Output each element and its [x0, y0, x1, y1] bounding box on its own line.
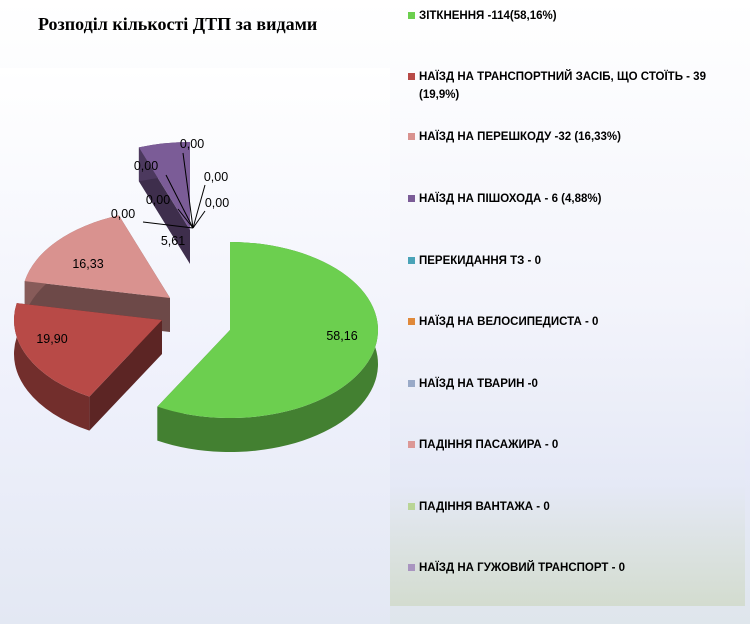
legend-label: НАЇЗД НА ТВАРИН -0: [419, 378, 538, 390]
leader-line-6: [192, 184, 206, 229]
pie-slice-1: [13, 303, 163, 431]
data-label-0: 58,16: [326, 329, 357, 343]
legend-item-0: ЗІТКНЕННЯ -114(58,16%): [408, 7, 743, 25]
legend-swatch: [408, 12, 415, 19]
legend-swatch: [408, 564, 415, 571]
legend-item-9: НАЇЗД НА ГУЖОВИЙ ТРАНСПОРТ - 0: [408, 559, 743, 577]
leader-line-9: [142, 221, 194, 229]
pie-slice-3: [138, 142, 190, 264]
legend-label: ПЕРЕКИДАННЯ ТЗ - 0: [419, 255, 541, 267]
pie-slice-0: [157, 242, 379, 453]
legend-item-8: ПАДІННЯ ВАНТАЖА - 0: [408, 498, 743, 516]
legend-label: НАЇЗД НА ПІШОХОДА - 6 (4,88%): [419, 193, 602, 205]
data-label-3: 5,61: [161, 234, 185, 248]
legend-label: ПАДІННЯ ПАСАЖИРА - 0: [419, 439, 559, 451]
leader-line-4: [182, 152, 194, 229]
legend-swatch: [408, 73, 415, 80]
legend-swatch: [408, 380, 415, 387]
chart-title: Розподіл кількості ДТП за видами: [38, 14, 318, 34]
data-label-5: 0,00: [134, 159, 158, 173]
legend-item-3: НАЇЗД НА ПІШОХОДА - 6 (4,88%): [408, 190, 743, 208]
legend-item-1: НАЇЗД НА ТРАНСПОРТНИЙ ЗАСІБ, ЩО СТОЇТЬ -…: [408, 68, 743, 104]
legend-item-6: НАЇЗД НА ТВАРИН -0: [408, 375, 743, 393]
legend-swatch: [408, 257, 415, 264]
data-label-6: 0,00: [204, 170, 228, 184]
legend-item-2: НАЇЗД НА ПЕРЕШКОДУ -32 (16,33%): [408, 128, 743, 146]
legend-item-7: ПАДІННЯ ПАСАЖИРА - 0: [408, 436, 743, 454]
leader-line-8: [192, 210, 206, 229]
legend-label: НАЇЗД НА ТРАНСПОРТНИЙ ЗАСІБ, ЩО СТОЇТЬ -…: [419, 71, 706, 101]
data-label-2: 16,33: [72, 257, 103, 271]
legend-label: ЗІТКНЕННЯ -114(58,16%): [419, 10, 557, 22]
legend-label: ПАДІННЯ ВАНТАЖА - 0: [419, 501, 550, 513]
data-label-1: 19,90: [36, 332, 67, 346]
legend-label: НАЇЗД НА ПЕРЕШКОДУ -32 (16,33%): [419, 131, 621, 143]
data-label-4: 0,00: [180, 137, 204, 151]
legend-swatch: [408, 503, 415, 510]
legend-swatch: [408, 318, 415, 325]
data-label-9: 0,00: [111, 207, 135, 221]
legend-swatch: [408, 195, 415, 202]
legend-area: [390, 0, 745, 606]
legend-swatch: [408, 441, 415, 448]
leader-line-5: [165, 174, 194, 229]
legend-item-5: НАЇЗД НА ВЕЛОСИПЕДИСТА - 0: [408, 313, 743, 331]
data-label-8: 0,00: [205, 196, 229, 210]
pie-chart: 5,61 16,33 19,90 58,16 0,00 0,00 0,00 0,00 0,00 0…: [13, 137, 379, 453]
leader-line-7: [177, 208, 194, 229]
legend-swatch: [408, 133, 415, 140]
legend-label: НАЇЗД НА ГУЖОВИЙ ТРАНСПОРТ - 0: [419, 562, 626, 574]
pie-slice-2: [24, 215, 171, 332]
legend-label: НАЇЗД НА ВЕЛОСИПЕДИСТА - 0: [419, 316, 599, 328]
data-label-7: 0,00: [146, 193, 170, 207]
legend-item-4: ПЕРЕКИДАННЯ ТЗ - 0: [408, 252, 743, 270]
